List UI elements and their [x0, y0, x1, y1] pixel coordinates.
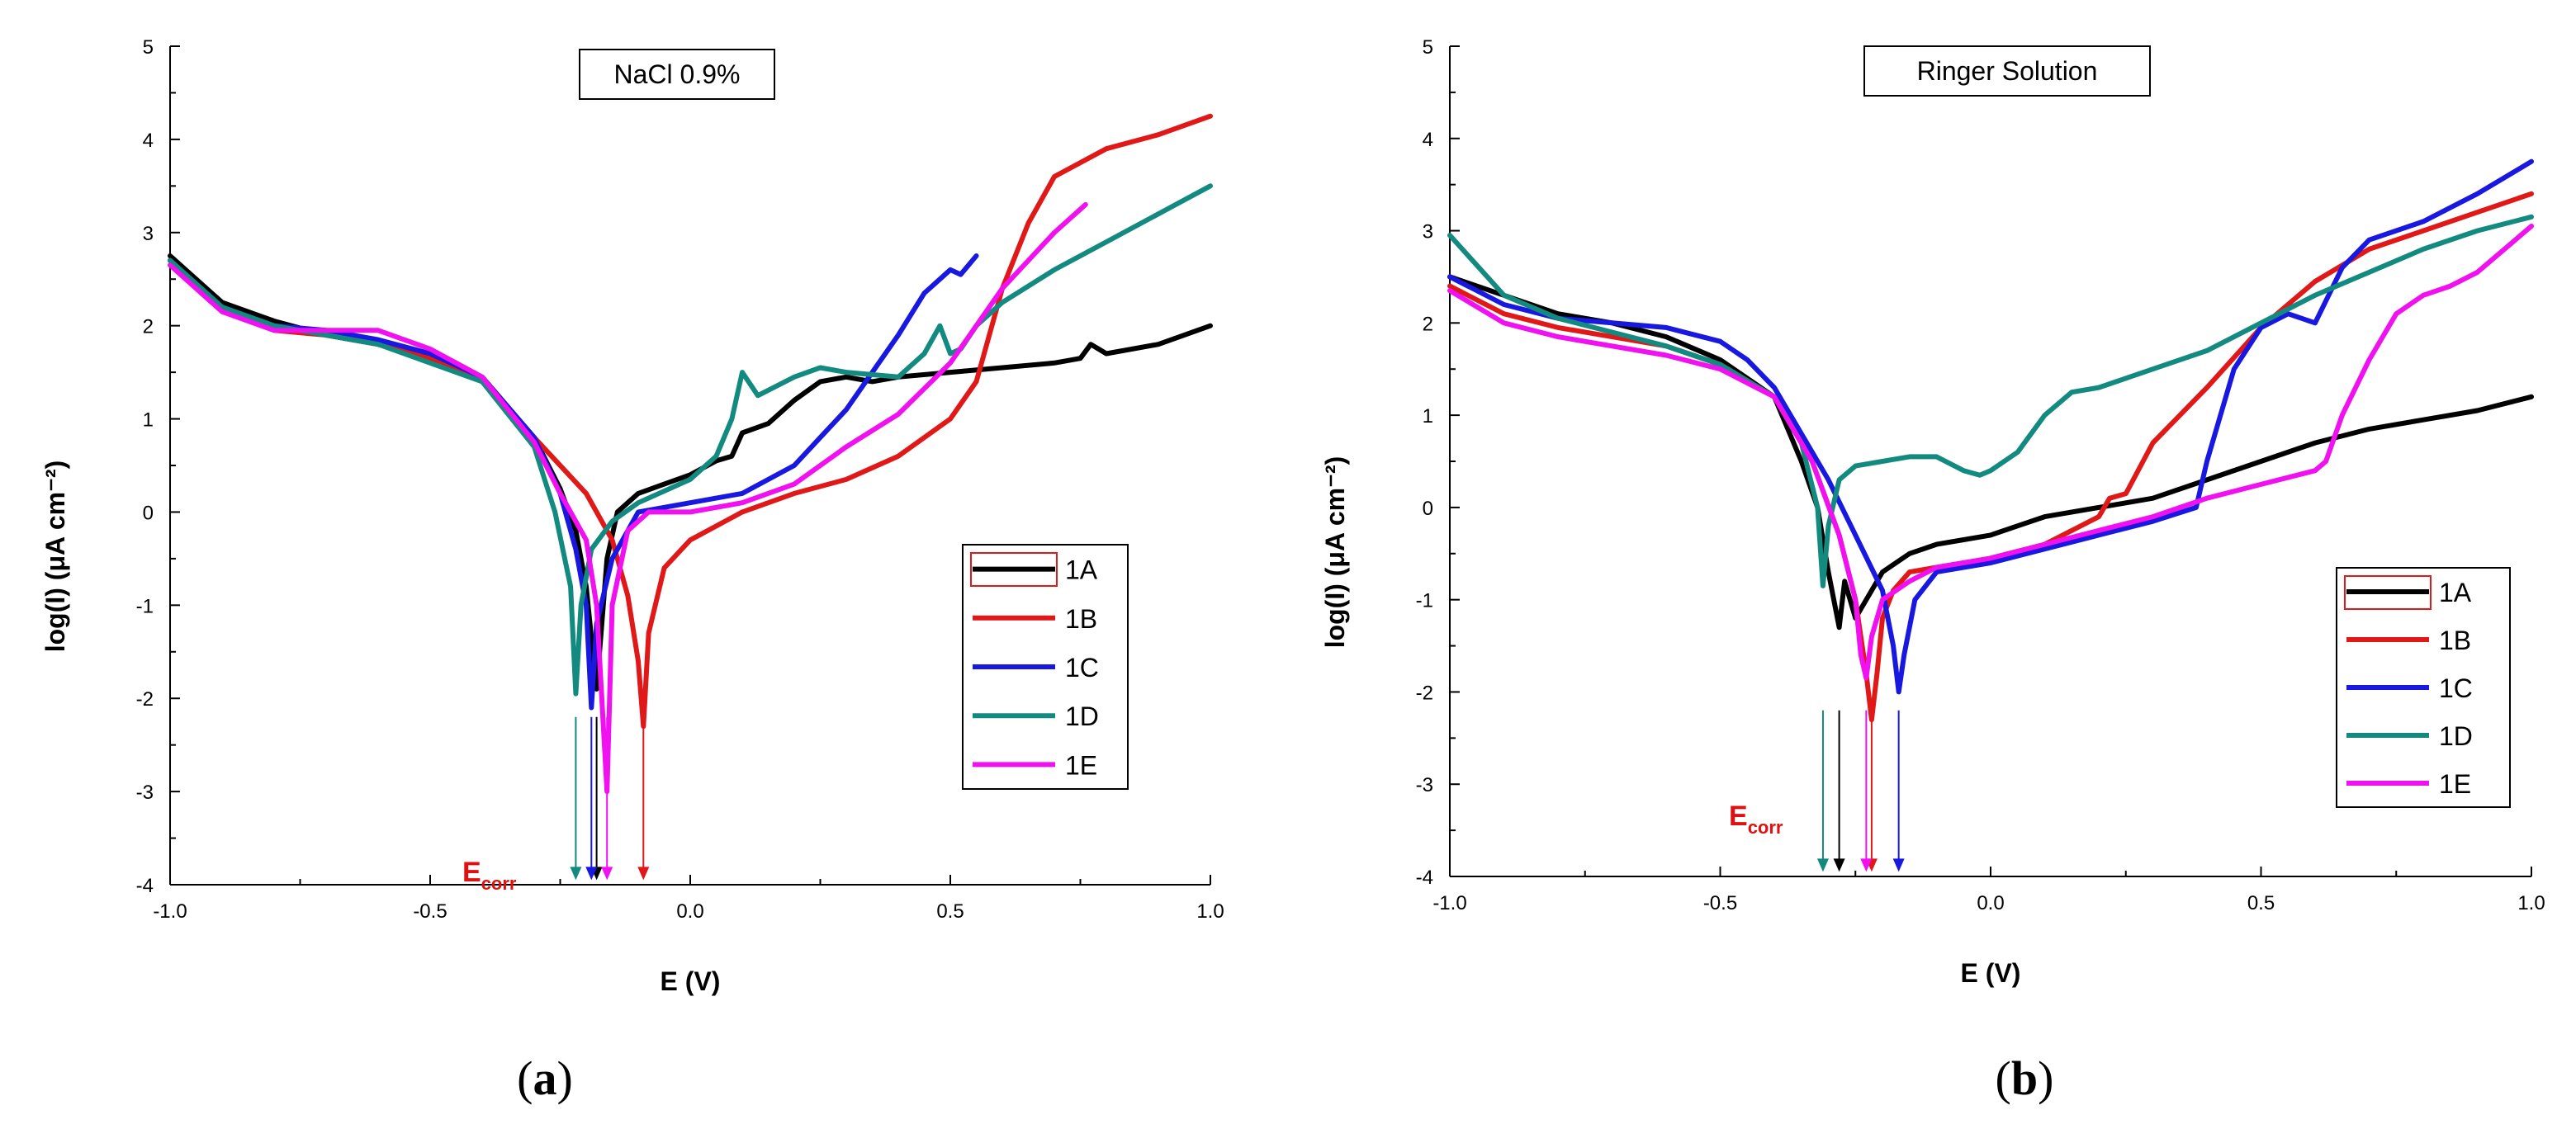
- series-line-1D: [1447, 214, 2534, 588]
- x-tick-label: 0.5: [2247, 892, 2275, 914]
- legend-label-1B: 1B: [2439, 626, 2471, 655]
- y-tick-label: 2: [1423, 313, 1433, 335]
- legend-marker-box: [970, 552, 1058, 587]
- legend-label-1E: 1E: [1065, 750, 1097, 780]
- ecorr-label: Ecorr: [462, 857, 517, 894]
- legend-marker-box: [2344, 575, 2432, 610]
- ecorr-arrowhead-1C: [1892, 858, 1905, 872]
- series-line-1C: [168, 253, 979, 711]
- y-tick-label: -3: [136, 782, 154, 804]
- legend-label-1C: 1C: [2439, 673, 2473, 703]
- series-line-1E: [168, 201, 1088, 795]
- y-tick-label: -4: [136, 875, 154, 897]
- legend-label-1D: 1D: [2439, 721, 2473, 751]
- ecorr-arrowhead-1E: [601, 867, 613, 881]
- y-tick-label: 3: [143, 223, 154, 245]
- y-axis-label: log(I) (μA cm⁻²): [1320, 456, 1350, 649]
- chart-title: Ringer Solution: [1917, 56, 2098, 86]
- y-tick-label: 0: [1423, 498, 1433, 520]
- y-tick-label: -2: [136, 688, 154, 711]
- x-axis-label: E (V): [1961, 958, 2021, 988]
- series-line-1C: [1447, 158, 2534, 695]
- y-tick-label: 3: [1423, 221, 1433, 243]
- ecorr-label: Ecorr: [1729, 801, 1783, 838]
- legend-label-1B: 1B: [1065, 604, 1097, 634]
- caption-letter: b: [2011, 1051, 2038, 1105]
- x-tick-label: 0.0: [1977, 892, 2004, 914]
- ecorr-arrowhead-1D: [1816, 858, 1829, 872]
- ecorr-arrowhead-1B: [637, 867, 650, 881]
- y-tick-label: 1: [1423, 405, 1433, 428]
- legend-label-1A: 1A: [2439, 578, 2472, 607]
- y-tick-label: 1: [143, 409, 154, 432]
- panel-b: -1.0 -0.5 0.0 0.5 1.0 -4 -3 -2 -1 0 1 2 3 4 5 E (V) log(…: [1320, 36, 2545, 1105]
- x-tick-label: 1.0: [1196, 900, 1224, 923]
- x-tick-label: -1.0: [153, 900, 187, 923]
- panel-caption: (a): [517, 1051, 573, 1105]
- legend-label-1C: 1C: [1065, 653, 1099, 683]
- ecorr-label-sub: corr: [1748, 817, 1783, 838]
- title-box: [579, 49, 775, 100]
- x-tick-label: 1.0: [2517, 892, 2545, 914]
- y-tick-label: -1: [136, 595, 154, 617]
- series-line-1E: [1447, 224, 2534, 681]
- x-axis-label: E (V): [661, 966, 721, 996]
- chart-title: NaCl 0.9%: [614, 59, 741, 89]
- y-tick-label: -4: [1416, 867, 1433, 889]
- legend-label-1A: 1A: [1065, 555, 1098, 585]
- y-tick-label: 5: [1423, 36, 1433, 59]
- x-tick-label: 0.5: [936, 900, 964, 923]
- x-tick-label: -0.5: [413, 900, 447, 923]
- ecorr-arrowhead-1E: [1860, 858, 1873, 872]
- y-tick-label: -2: [1416, 682, 1433, 704]
- y-tick-label: 0: [143, 502, 154, 524]
- ecorr-arrowhead-1A: [1833, 858, 1845, 872]
- title-box: [1863, 45, 2151, 97]
- x-tick-label: -1.0: [1432, 892, 1466, 914]
- y-tick-label: -3: [1416, 774, 1433, 796]
- ecorr-label-sub: corr: [481, 873, 517, 894]
- caption-paren-open: (: [1996, 1051, 2011, 1105]
- panel-a: -1.0 -0.5 0.0 0.5 1.0 -4 -3 -2 -1 0 1 2 3 4 5 E (V) log(…: [40, 36, 1224, 1105]
- y-tick-label: 5: [143, 36, 154, 59]
- x-tick-label: 0.0: [676, 900, 703, 923]
- y-tick-label: 4: [143, 130, 154, 152]
- legend-label-1D: 1D: [1065, 701, 1099, 731]
- x-tick-label: -0.5: [1703, 892, 1737, 914]
- y-axis-label: log(I) (μA cm⁻²): [40, 461, 70, 653]
- caption-paren-close: ): [557, 1051, 573, 1105]
- panel-caption: (b): [1996, 1051, 2054, 1105]
- series-line-1A: [1447, 274, 2534, 631]
- ecorr-arrowhead-1D: [570, 867, 582, 881]
- caption-paren-close: ): [2038, 1051, 2053, 1105]
- caption-letter: a: [533, 1051, 557, 1105]
- legend-label-1E: 1E: [2439, 769, 2471, 799]
- ecorr-arrowhead-1C: [585, 867, 598, 881]
- caption-paren-open: (: [517, 1051, 533, 1105]
- y-tick-label: 2: [143, 316, 154, 338]
- y-tick-label: 4: [1423, 129, 1433, 151]
- y-tick-label: -1: [1416, 590, 1433, 612]
